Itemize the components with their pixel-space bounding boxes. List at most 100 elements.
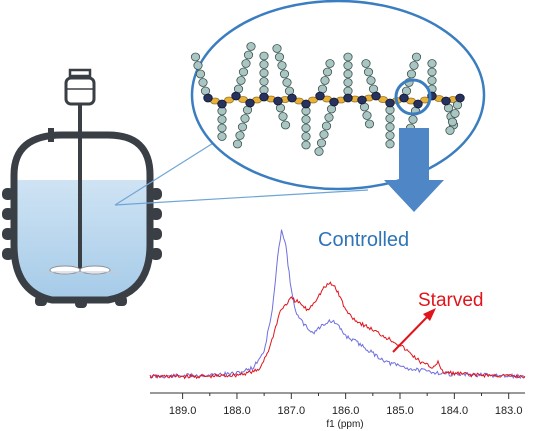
side-chain-bead [324, 113, 334, 122]
backbone-unit [455, 93, 465, 103]
series-starved [149, 281, 526, 380]
side-chain-bead [363, 67, 374, 77]
side-chain-bead [362, 111, 372, 120]
backbone-unit [245, 98, 255, 108]
side-chain-bead [236, 76, 246, 85]
backbone-unit [203, 93, 213, 103]
side-chain-bead [427, 67, 437, 77]
side-chain-bead [366, 76, 376, 85]
side-chain-bead [274, 52, 285, 62]
zoom-circle-icon [394, 78, 432, 116]
side-chain-bead [259, 68, 269, 78]
side-chain-bead [411, 52, 422, 62]
side-chain-bead [272, 44, 282, 53]
side-chain-bead [241, 59, 251, 68]
side-chain-bead [364, 119, 375, 129]
agitator-icon [40, 104, 120, 275]
side-chain-bead [343, 52, 353, 62]
backbone-unit [259, 92, 269, 102]
side-chain-bead [385, 131, 395, 140]
side-chain-bead [322, 67, 333, 77]
side-chain-bead [343, 69, 353, 79]
side-chain-bead [409, 61, 419, 70]
side-chain-bead [385, 139, 395, 149]
side-chain-bead [314, 147, 324, 156]
x-tick-label: 185.0 [386, 405, 414, 417]
backbone-unit [329, 97, 339, 107]
x-tick-label: 186.0 [332, 405, 360, 417]
side-chain-bead [447, 117, 458, 127]
backbone-unit [287, 93, 297, 103]
side-chain-bead [243, 50, 254, 60]
backbone-unit [343, 93, 353, 103]
side-chain-bead [408, 115, 418, 124]
label-starved: Starved [418, 290, 483, 311]
side-chain-bead [217, 115, 227, 124]
x-axis-ticks: 189.0 188.0 187.0 186.0 185.0 184.0 183.0 [169, 393, 523, 417]
side-chain-bead [259, 51, 269, 61]
side-chain-bead [259, 77, 269, 86]
side-chain-bead [319, 130, 329, 139]
side-chain-bead [246, 42, 256, 51]
x-tick-label: 187.0 [278, 405, 306, 417]
side-chain-bead [321, 121, 332, 131]
side-chain-bead [450, 109, 460, 118]
chain-link [224, 96, 234, 104]
side-chain-bead [343, 61, 353, 70]
side-chain-bead [240, 114, 250, 123]
side-chain-bead [237, 122, 248, 132]
side-chain-bead [301, 132, 311, 141]
side-chain-bead [427, 76, 437, 85]
backbone-unit [399, 93, 409, 103]
side-chain-bead [238, 67, 249, 77]
side-chain-bead [316, 138, 327, 148]
starved-pointer-arrow [392, 308, 436, 353]
side-chain-bead [282, 78, 292, 87]
x-axis-label: f1 (ppm) [326, 419, 363, 430]
bioreactor-vessel-icon [2, 68, 162, 308]
side-chain-bead [385, 114, 395, 123]
polymer-chain-icon [190, 42, 465, 156]
side-chain-bead [198, 78, 208, 87]
backbone-unit [231, 91, 241, 101]
backbone-unit [315, 91, 325, 101]
side-chain-bead [445, 126, 455, 135]
x-tick-label: 189.0 [169, 405, 197, 417]
side-chain-bead [320, 76, 330, 85]
backbone-unit [371, 91, 381, 101]
vessel-wall [10, 131, 154, 304]
x-tick-label: 183.0 [495, 405, 523, 417]
side-chain-bead [217, 123, 227, 133]
side-chain-bead [278, 112, 288, 121]
backbone-unit [217, 99, 227, 109]
side-chain-bead [259, 60, 269, 69]
side-chain-bead [279, 69, 290, 79]
side-chain-bead [301, 123, 311, 133]
side-chain-bead [343, 78, 353, 87]
side-chain-bead [277, 61, 287, 70]
side-chain-bead [195, 69, 206, 79]
down-arrow-icon [384, 128, 444, 212]
side-chain-bead [232, 139, 243, 149]
x-tick-label: 184.0 [441, 405, 469, 417]
side-chain-bead [301, 115, 311, 124]
side-chain-bead [361, 59, 371, 68]
side-chain-bead [235, 131, 245, 140]
x-tick-label: 188.0 [223, 405, 251, 417]
backbone-unit [385, 98, 395, 108]
side-chain-bead [190, 52, 201, 62]
label-controlled: Controlled [318, 229, 409, 251]
vessel-ports [2, 128, 162, 308]
side-chain-bead [217, 132, 227, 141]
side-chain-bead [325, 59, 335, 68]
backbone-unit [441, 96, 451, 106]
side-chain-bead [301, 140, 311, 150]
side-chain-bead [427, 59, 437, 68]
backbone-unit [357, 95, 367, 105]
backbone-unit [301, 99, 311, 109]
backbone-unit [273, 96, 283, 106]
side-chain-bead [385, 122, 395, 132]
backbone-unit [413, 99, 423, 109]
side-chain-bead [280, 120, 291, 130]
